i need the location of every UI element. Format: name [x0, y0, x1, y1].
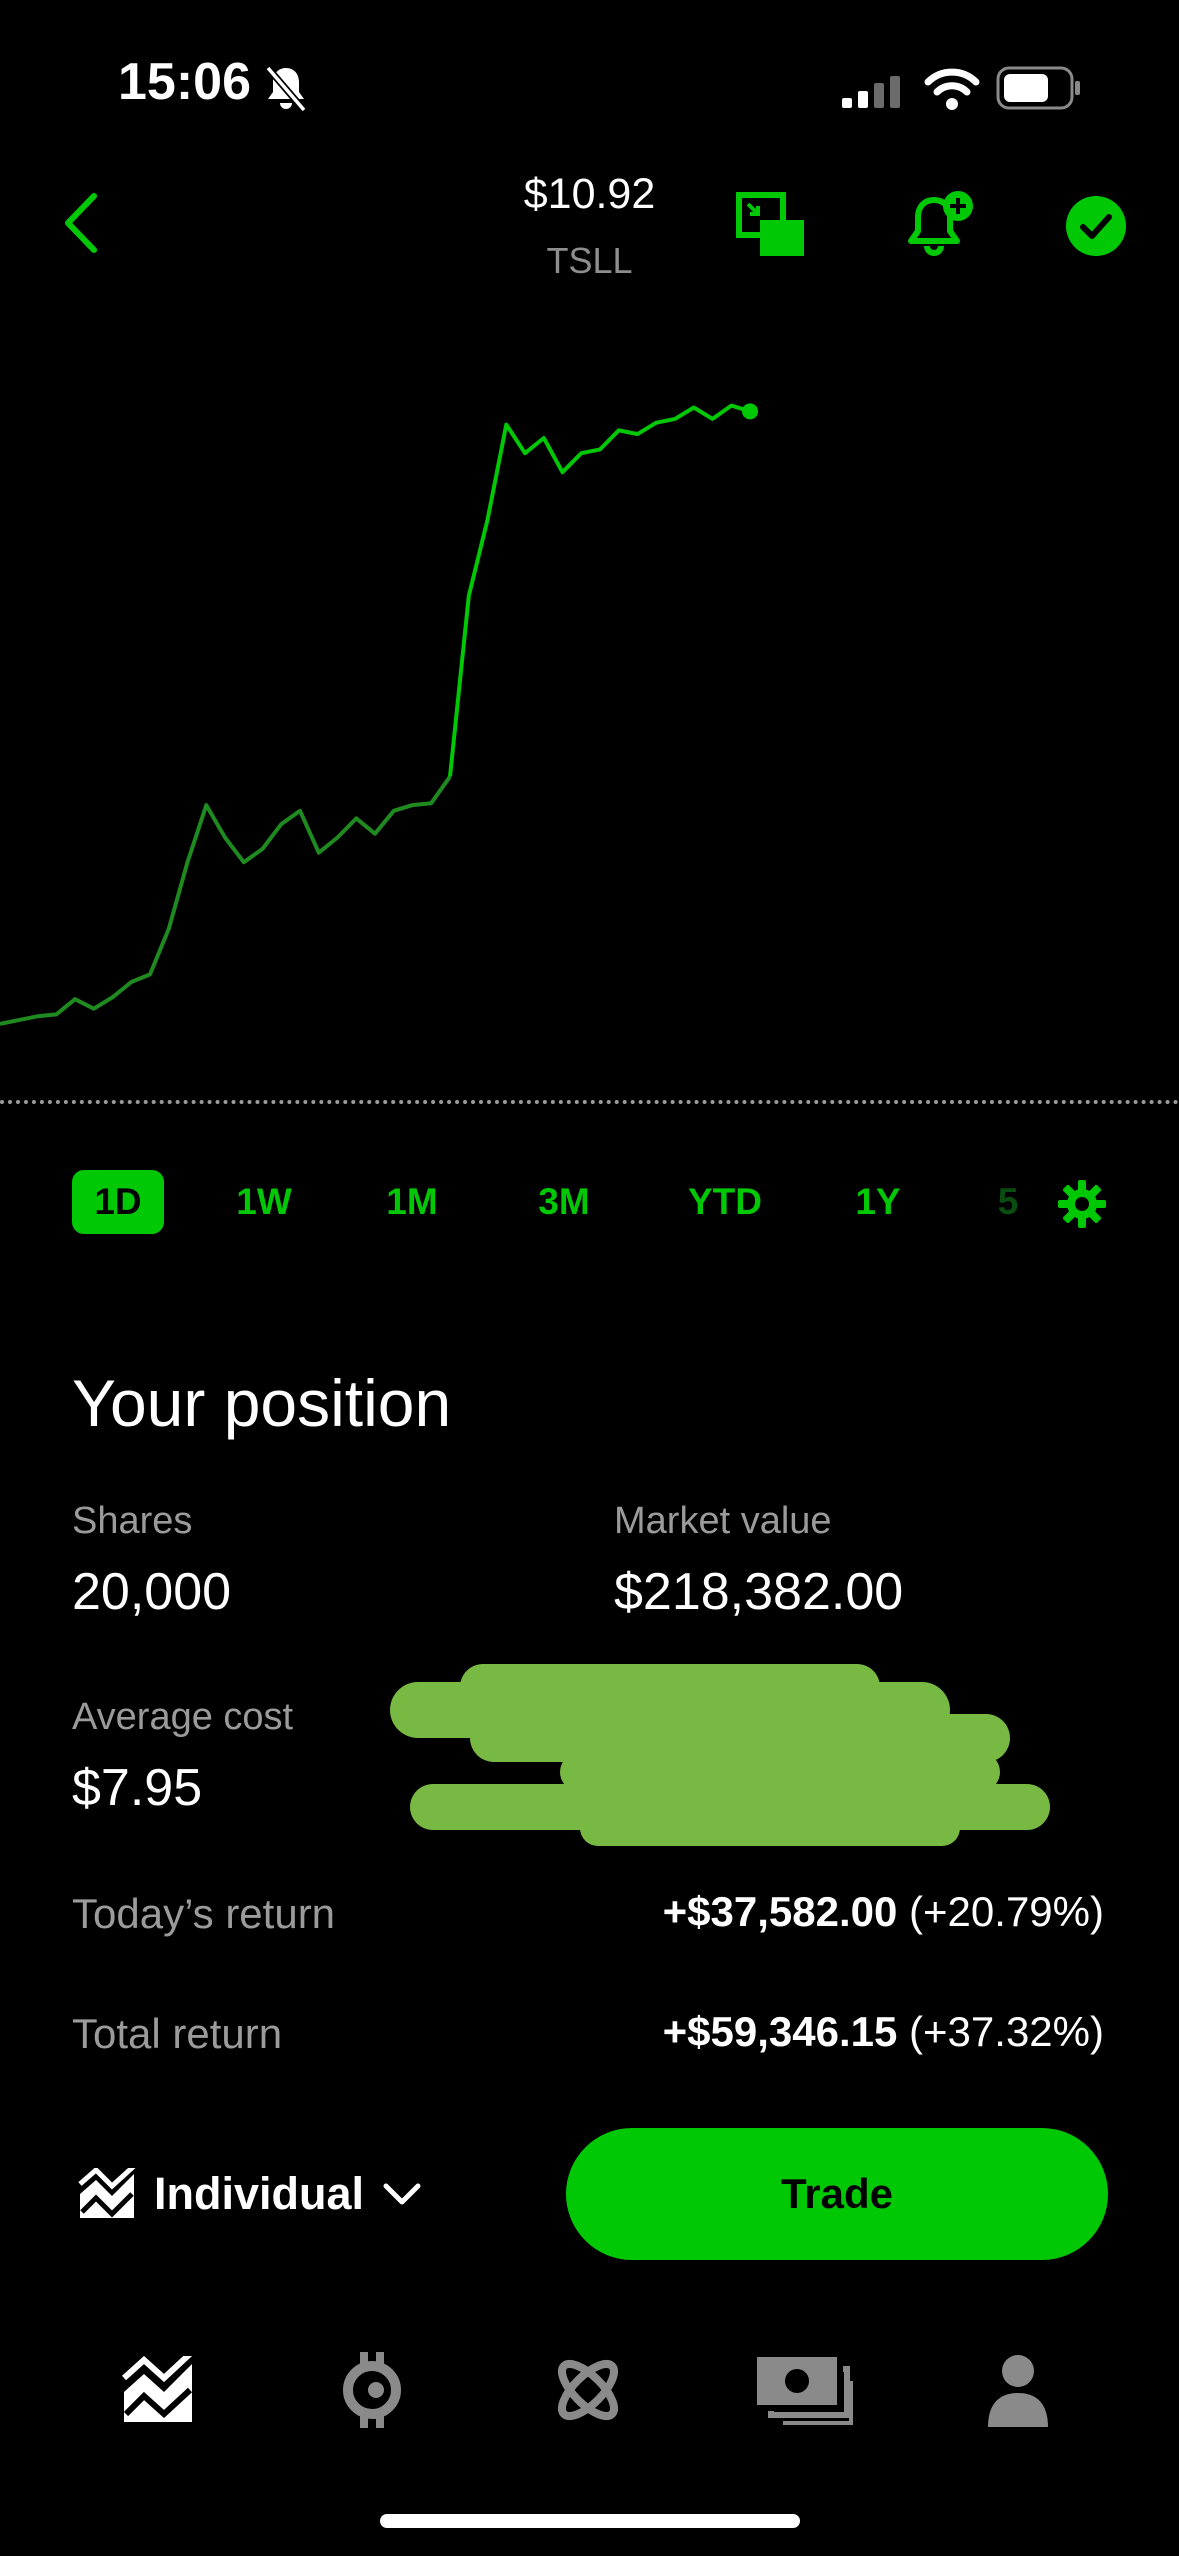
range-1y[interactable]: 1Y	[855, 1181, 901, 1222]
redaction-scribble	[390, 1664, 1050, 1846]
nav-account[interactable]	[958, 2340, 1078, 2440]
shares-value: 20,000	[72, 1563, 232, 1621]
position-title: Your position	[72, 1366, 452, 1440]
nav-investing[interactable]	[98, 2340, 218, 2440]
watchlist-check-icon[interactable]	[1064, 194, 1128, 258]
wifi-icon	[924, 68, 980, 110]
atom-icon	[558, 2360, 618, 2420]
trade-button[interactable]: Trade	[566, 2128, 1108, 2260]
price-chart[interactable]	[0, 320, 1179, 1100]
picture-in-picture-icon[interactable]	[736, 192, 806, 258]
range-5y[interactable]: 5	[997, 1181, 1019, 1222]
chart-line-premarket	[0, 775, 452, 1026]
investing-nav-icon	[122, 2356, 193, 2422]
todays-return-label: Today’s return	[72, 1890, 336, 1937]
todays-return-percent: (+20.79%)	[909, 1888, 1104, 1935]
todays-return-amount: +$37,582.00	[662, 1888, 898, 1935]
add-alert-bell-icon[interactable]	[904, 190, 976, 260]
chevron-down-icon	[383, 2183, 421, 2205]
total-return-label: Total return	[72, 2010, 283, 2057]
chart-current-point	[742, 403, 758, 420]
total-return-percent: (+37.32%)	[909, 2008, 1104, 2055]
home-indicator	[380, 2514, 800, 2528]
total-return-value: +$59,346.15 (+37.32%)	[663, 2008, 1104, 2056]
cash-stack-icon	[757, 2357, 853, 2425]
cellular-signal-icon	[842, 76, 900, 108]
back-chevron-icon[interactable]	[58, 188, 104, 258]
market-value: $218,382.00	[614, 1563, 904, 1621]
crypto-coin-icon	[343, 2352, 401, 2428]
chart-baseline	[0, 1100, 1179, 1104]
chart-settings-gear-icon[interactable]	[1058, 1180, 1106, 1228]
header-symbol: TSLL	[546, 240, 633, 281]
range-3m[interactable]: 3M	[538, 1181, 590, 1222]
todays-return-value: +$37,582.00 (+20.79%)	[663, 1888, 1104, 1936]
header-price: $10.92	[523, 170, 656, 218]
bell-slash-icon	[265, 65, 307, 113]
account-label: Individual	[154, 2168, 365, 2219]
average-cost-value: $7.95	[72, 1759, 203, 1817]
range-1m[interactable]: 1M	[386, 1181, 438, 1222]
nav-discover[interactable]	[528, 2340, 648, 2440]
nav-transfers[interactable]	[744, 2340, 864, 2440]
total-return-amount: +$59,346.15	[662, 2008, 898, 2055]
range-1d[interactable]: 1D	[72, 1170, 164, 1234]
shares-label: Shares	[72, 1500, 193, 1542]
battery-icon	[996, 66, 1080, 110]
range-1w[interactable]: 1W	[236, 1181, 292, 1222]
nav-crypto[interactable]	[312, 2340, 432, 2440]
status-time: 15:06	[118, 53, 251, 111]
chart-line-regular	[448, 403, 751, 777]
average-cost-label: Average cost	[72, 1696, 294, 1738]
investing-chart-icon	[78, 2168, 136, 2218]
market-value-label: Market value	[614, 1500, 832, 1542]
person-icon	[988, 2355, 1048, 2427]
range-ytd[interactable]: YTD	[688, 1181, 762, 1222]
account-selector[interactable]: Individual	[78, 2162, 422, 2226]
